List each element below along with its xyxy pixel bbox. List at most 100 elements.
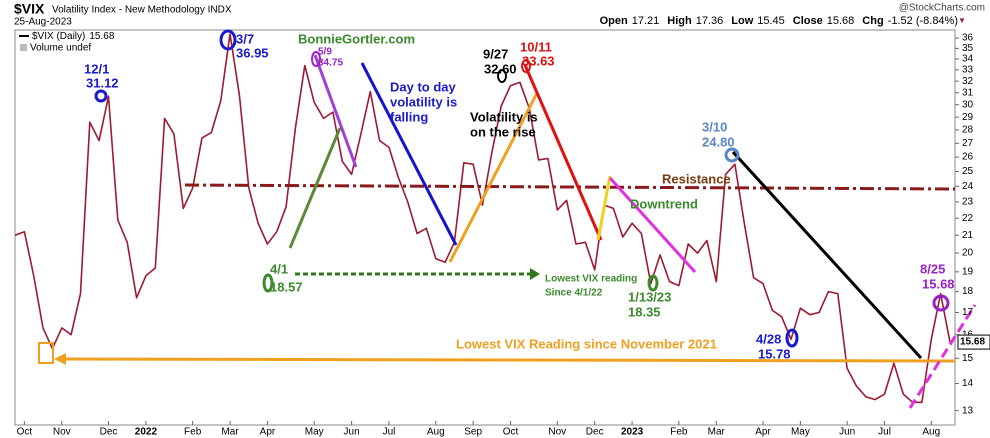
annotation: 32.60 [484,61,517,76]
trend-line [596,175,612,241]
trend-line [448,92,539,263]
ohlc-label: Low [731,15,753,27]
x-tick-label: Feb [670,427,688,438]
source: @StockCharts.com [899,3,985,14]
x-tick-label: Apr [260,427,276,438]
ohlc-value: 17.21 [632,15,660,27]
y-tick-label: 32 [962,76,974,87]
annotation: Lowest VIX reading [545,274,637,285]
x-tick-label: Nov [53,427,71,438]
y-tick-label: 35 [962,43,974,54]
ohlc-value: 15.68 [827,15,855,27]
y-tick-label: 25 [962,166,974,177]
annotation: 8/25 [920,261,945,276]
chart-subtitle: Volatility Index - New Methodology INDX [52,5,232,16]
chart-title: $VIX [14,1,45,17]
legend-entry: $VIX (Daily) 15.68 [32,31,115,42]
trend-line [360,62,458,246]
marker-circle [219,29,237,51]
annotation: 5/9 [318,47,332,58]
trend-line [313,54,358,168]
y-tick-label: 13 [962,405,974,416]
x-tick-label: Mar [708,427,726,438]
x-tick-label: Jul [383,427,396,438]
y-tick-label: 18 [962,286,974,297]
annotation: 10/11 [520,39,552,54]
ohlc-value: 15.45 [757,15,785,27]
annotation: Lowest VIX Reading since November 2021 [456,336,717,351]
trend-line [908,304,977,409]
x-tick-label: Jul [878,427,891,438]
legend-value: 15.68 [89,31,114,42]
resistance-line [184,183,956,191]
x-tick-label: Sep [464,427,482,438]
low-box [38,342,54,364]
marker-circle [932,294,950,312]
y-tick-label: 27 [962,138,974,149]
ohlc-label: Close [793,15,823,27]
trend-line [288,127,342,249]
x-tick-label: Nov [548,427,566,438]
marker-circle [94,89,108,103]
annotation: 33.63 [522,53,555,68]
marker-circle [521,59,531,73]
price-tag [957,334,990,350]
date: 25-Aug-2023 [14,17,72,28]
x-tick-label: Mar [221,427,239,438]
annotation: BonnieGortler.com [298,31,415,46]
marker-circle [262,273,274,293]
y-tick-label: 23 [962,197,974,208]
annotation: 9/27 [483,46,508,61]
annotation: Downtrend [630,196,698,211]
x-tick-label: Dec [586,427,604,438]
annotation: 18.35 [628,304,661,319]
ohlc-value: -1.52 (-8.84%) [888,15,958,27]
volume-swatch [20,44,27,51]
x-tick-label: May [305,427,324,438]
low-line [61,357,956,363]
marker-circle [497,69,507,83]
trend-line [608,176,697,274]
x-tick-label: Dec [100,427,118,438]
x-tick-label: Oct [503,427,519,438]
x-tick-label: Apr [755,427,771,438]
annotation: 1/13/23 [628,289,671,304]
annotation: 4/28 [756,331,781,346]
annotation: 12/1 [84,61,109,76]
ohlc-value: 17.36 [696,15,724,27]
overlays [38,29,977,409]
trend-line [731,150,923,360]
annotation: Volatility is [470,109,538,124]
volume-label: Volume undef [30,43,91,54]
y-tick-label: 22 [962,213,974,224]
annotation: Resistance [662,171,731,186]
x-tick-label: Jun [839,427,855,438]
annotation: Day to day [390,79,457,94]
annotation: 3/7 [236,31,254,46]
y-tick-label: 20 [962,248,974,259]
annotation: 34.75 [318,58,343,69]
marker-circle [647,274,659,292]
x-tick-label: Oct [17,427,33,438]
price-tag-label: 15.68 [960,337,985,348]
y-tick-label: 36 [962,33,974,44]
y-tick-label: 15 [962,353,974,364]
price-line [14,33,951,404]
annotation: volatility is [390,94,457,109]
annotation: 24.80 [702,134,735,149]
x-tick-label: 2022 [135,427,158,438]
ohlc-label: Open [600,15,628,27]
y-tick-label: 21 [962,230,974,241]
ohlc-label: Chg [862,15,883,27]
annotation: 31.12 [86,75,119,90]
x-tick-label: Aug [427,427,445,438]
y-tick-label: 26 [962,152,974,163]
arrow-head [530,268,540,280]
y-tick-label: 19 [962,266,974,277]
y-tick-label: 29 [962,112,974,123]
x-tick-label: Jun [344,427,360,438]
y-tick-label: 28 [962,125,974,136]
y-tick-label: 33 [962,65,974,76]
